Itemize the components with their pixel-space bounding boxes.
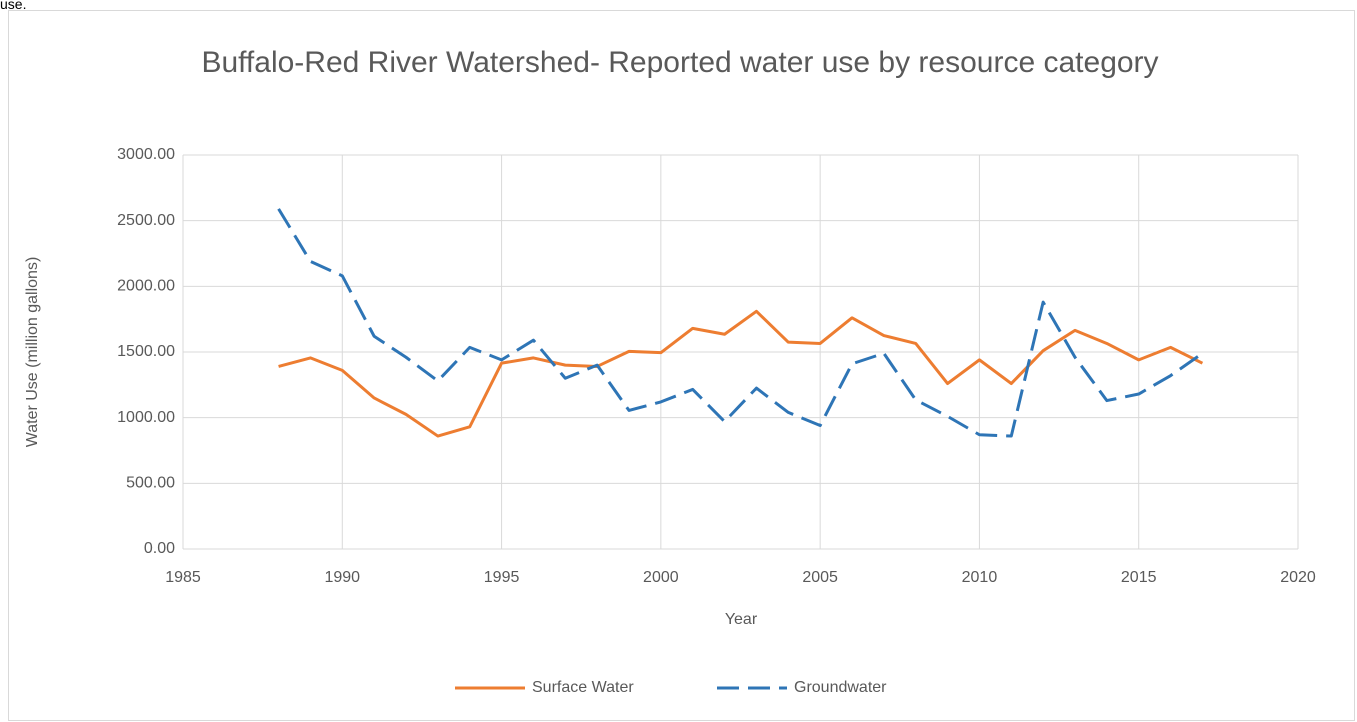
x-tick-label: 1985 <box>165 569 201 586</box>
chart-title: Buffalo-Red River Watershed- Reported wa… <box>201 46 1159 79</box>
x-tick-label: 2015 <box>1121 569 1157 586</box>
x-axis-title: Year <box>725 611 758 628</box>
y-axis-title: Water Use (million gallons) <box>24 257 41 448</box>
chart-frame <box>8 10 1355 721</box>
legend-label: Groundwater <box>794 679 887 696</box>
y-tick-label: 2500.00 <box>117 212 175 229</box>
series-line <box>277 208 1204 438</box>
series-line <box>278 309 1204 438</box>
y-tick-label: 500.00 <box>126 475 175 492</box>
y-tick-label: 2000.00 <box>117 278 175 295</box>
y-tick-label: 0.00 <box>144 540 175 557</box>
x-tick-label: 2020 <box>1280 569 1316 586</box>
y-tick-label: 1500.00 <box>117 343 175 360</box>
x-tick-label: 1995 <box>484 569 520 586</box>
legend-label: Surface Water <box>532 679 634 696</box>
x-tick-label: 1990 <box>324 569 360 586</box>
x-tick-label: 2010 <box>962 569 998 586</box>
y-tick-label: 3000.00 <box>117 146 175 163</box>
x-tick-label: 2000 <box>643 569 679 586</box>
x-tick-label: 2005 <box>802 569 838 586</box>
text-fragment: use. <box>0 0 27 12</box>
y-tick-label: 1000.00 <box>117 409 175 426</box>
